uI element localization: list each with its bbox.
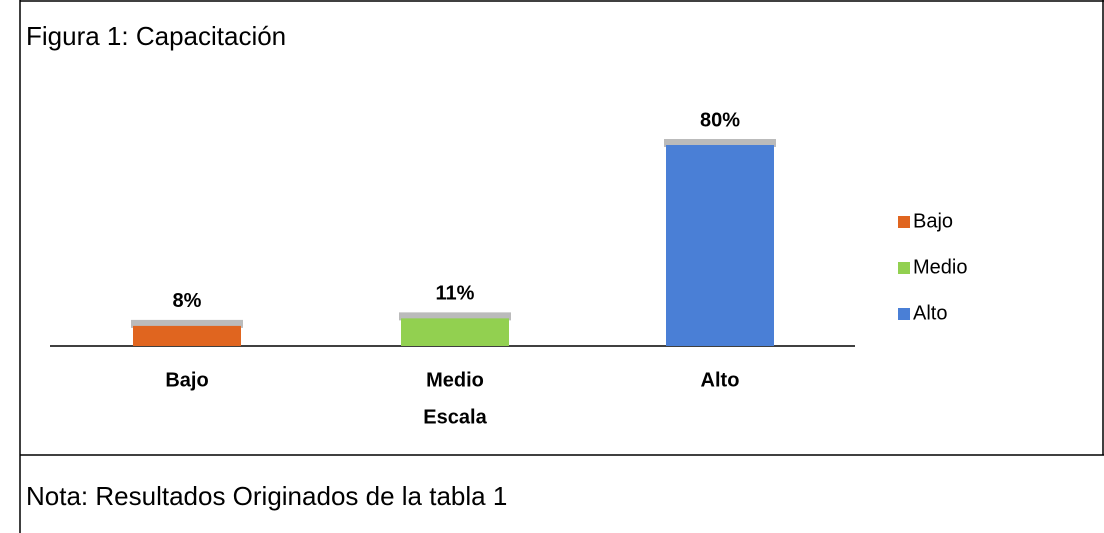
legend-label: Medio (913, 256, 967, 278)
data-label: 11% (436, 283, 475, 305)
legend-swatch (898, 262, 910, 274)
x-tick-label: Bajo (165, 369, 208, 391)
note: Nota: Resultados Originados de la tabla … (26, 481, 507, 511)
bar (666, 145, 774, 346)
legend-label: Alto (913, 302, 947, 324)
bar-shadow (131, 319, 243, 328)
bar (133, 325, 241, 346)
legend-label: Bajo (913, 210, 953, 232)
bar-shadow (664, 139, 776, 147)
legend-swatch (898, 216, 910, 228)
legend-swatch (898, 308, 910, 320)
chart-title: Figura 1: Capacitación (26, 21, 286, 51)
data-label: 8% (173, 290, 202, 312)
data-label: 80% (700, 109, 740, 131)
bar-shadow (399, 312, 511, 321)
bar (401, 318, 509, 346)
x-tick-label: Medio (426, 369, 484, 391)
x-axis-label: Escala (423, 406, 487, 428)
x-tick-label: Alto (701, 369, 740, 391)
